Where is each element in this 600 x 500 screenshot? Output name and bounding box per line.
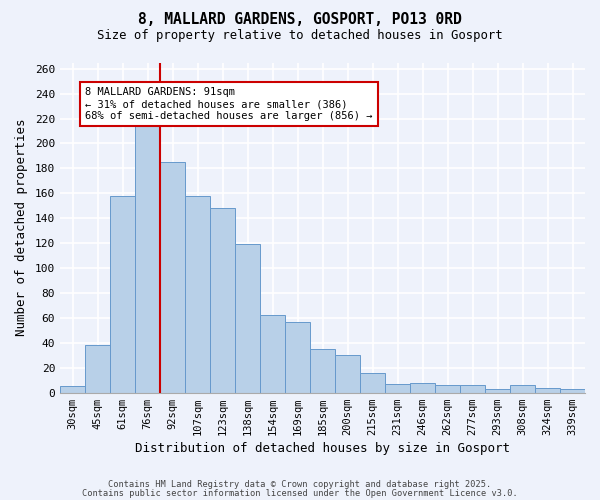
Bar bbox=[85, 346, 110, 393]
Bar bbox=[460, 385, 485, 392]
Bar bbox=[410, 382, 435, 392]
Bar bbox=[560, 389, 585, 392]
Bar bbox=[385, 384, 410, 392]
Bar bbox=[335, 356, 360, 393]
Bar bbox=[485, 389, 510, 392]
Bar bbox=[135, 121, 160, 392]
Bar bbox=[435, 385, 460, 392]
Text: Contains public sector information licensed under the Open Government Licence v3: Contains public sector information licen… bbox=[82, 489, 518, 498]
Bar bbox=[110, 196, 135, 392]
Bar bbox=[285, 322, 310, 392]
Text: Contains HM Land Registry data © Crown copyright and database right 2025.: Contains HM Land Registry data © Crown c… bbox=[109, 480, 491, 489]
Bar bbox=[510, 385, 535, 392]
Bar bbox=[260, 316, 285, 392]
Text: 8 MALLARD GARDENS: 91sqm
← 31% of detached houses are smaller (386)
68% of semi-: 8 MALLARD GARDENS: 91sqm ← 31% of detach… bbox=[85, 88, 373, 120]
Bar bbox=[535, 388, 560, 392]
Text: Size of property relative to detached houses in Gosport: Size of property relative to detached ho… bbox=[97, 29, 503, 42]
Bar bbox=[360, 373, 385, 392]
Bar bbox=[160, 162, 185, 392]
Y-axis label: Number of detached properties: Number of detached properties bbox=[15, 119, 28, 336]
Bar bbox=[210, 208, 235, 392]
Bar bbox=[60, 386, 85, 392]
Bar bbox=[185, 196, 210, 392]
Bar bbox=[235, 244, 260, 392]
X-axis label: Distribution of detached houses by size in Gosport: Distribution of detached houses by size … bbox=[135, 442, 510, 455]
Text: 8, MALLARD GARDENS, GOSPORT, PO13 0RD: 8, MALLARD GARDENS, GOSPORT, PO13 0RD bbox=[138, 12, 462, 28]
Bar bbox=[310, 349, 335, 393]
